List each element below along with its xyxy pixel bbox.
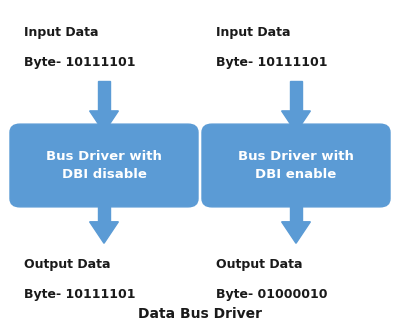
Polygon shape xyxy=(282,111,310,132)
Text: Byte- 10111101: Byte- 10111101 xyxy=(216,56,328,69)
Text: Byte- 10111101: Byte- 10111101 xyxy=(24,56,136,69)
FancyBboxPatch shape xyxy=(290,199,302,222)
FancyBboxPatch shape xyxy=(202,124,390,207)
FancyBboxPatch shape xyxy=(290,81,302,111)
FancyBboxPatch shape xyxy=(98,81,110,111)
Text: Bus Driver with
DBI enable: Bus Driver with DBI enable xyxy=(238,151,354,180)
Text: Byte- 10111101: Byte- 10111101 xyxy=(24,288,136,301)
Text: Input Data: Input Data xyxy=(216,26,290,39)
Text: Output Data: Output Data xyxy=(24,258,110,271)
Text: Input Data: Input Data xyxy=(24,26,98,39)
Polygon shape xyxy=(90,111,118,132)
Text: Data Bus Driver: Data Bus Driver xyxy=(138,307,262,321)
Polygon shape xyxy=(282,222,310,243)
Text: Output Data: Output Data xyxy=(216,258,302,271)
Polygon shape xyxy=(90,222,118,243)
Text: Byte- 01000010: Byte- 01000010 xyxy=(216,288,328,301)
FancyBboxPatch shape xyxy=(10,124,198,207)
Text: Bus Driver with
DBI disable: Bus Driver with DBI disable xyxy=(46,151,162,180)
FancyBboxPatch shape xyxy=(98,199,110,222)
